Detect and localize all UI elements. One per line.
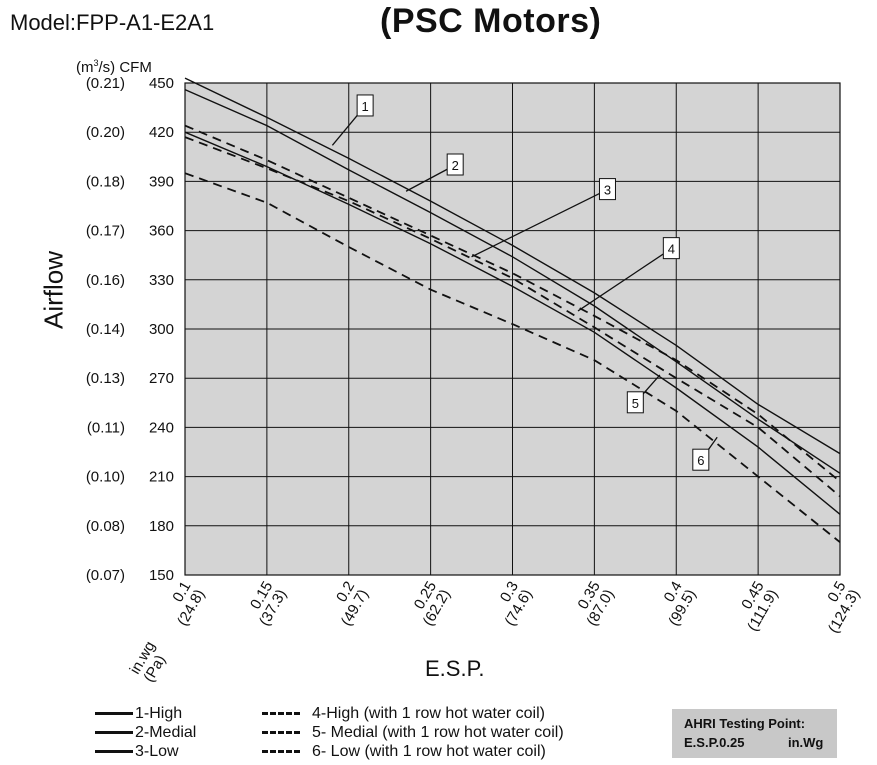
legend-item: 1-High: [95, 704, 196, 723]
callout-box-1: [356, 94, 374, 117]
x-tick-label: 0.45(111.9): [738, 579, 781, 635]
y-unit-prefix: (m: [76, 59, 94, 76]
y-tick-cfm: 390: [149, 173, 174, 190]
callout-leader-3: [471, 189, 608, 258]
legend-swatch-dashed: [262, 731, 300, 734]
y-tick-m3s: (0.10): [86, 469, 125, 486]
y-tick-cfm: 270: [149, 370, 174, 387]
series-line-3: [184, 131, 841, 515]
y-tick-cfm: 210: [149, 469, 174, 486]
y-tick-cfm: 330: [149, 272, 174, 289]
legend-label: 2-Medial: [135, 724, 197, 741]
y-tick-m3s: (0.17): [86, 223, 125, 240]
ahri-esp: E.S.P.0.25: [684, 735, 745, 750]
y-tick-m3s: (0.20): [86, 124, 125, 141]
legend-swatch-solid: [95, 731, 133, 734]
callout-label-5: 5: [632, 396, 639, 411]
model-label: Model:FPP-A1-E2A1: [10, 10, 215, 35]
callout-box-5: [626, 391, 644, 414]
ahri-line1: AHRI Testing Point:: [684, 716, 806, 731]
y-unit-sup: 3: [93, 58, 99, 68]
callout-label-3: 3: [604, 183, 611, 198]
x-tick-label: 0.4(99.5): [661, 579, 700, 629]
legend-item: 3-Low: [95, 742, 196, 761]
legend-swatch-dashed: [262, 750, 300, 753]
legend-label: 4-High (with 1 row hot water coil): [312, 705, 545, 722]
legend-item: 4-High (with 1 row hot water coil): [262, 704, 564, 723]
legend-item: 2-Medial: [95, 723, 196, 742]
legend-label: 1-High: [135, 705, 183, 722]
x-tick-label: 0.1(24.8): [169, 579, 208, 629]
legend-solid: 1-High 2-Medial 3-Low: [95, 704, 196, 761]
callout-box-4: [662, 237, 680, 260]
y-tick-m3s: (0.08): [86, 518, 125, 535]
chart-title: (PSC Motors): [380, 2, 602, 40]
y-tick-cfm: 360: [149, 223, 174, 240]
x-axis-label: E.S.P.: [425, 656, 485, 681]
y-tick-cfm: 300: [149, 321, 174, 338]
callout-box-6: [692, 448, 710, 471]
y-tick-m3s: (0.16): [86, 272, 125, 289]
callout-label-4: 4: [668, 242, 675, 257]
ahri-testing-point-box: AHRI Testing Point: E.S.P.0.25 in.Wg: [672, 709, 837, 758]
callout-label-1: 1: [362, 99, 369, 114]
x-tick-label: 0.35(87.0): [575, 579, 618, 629]
ahri-line2: E.S.P.0.25 in.Wg: [684, 733, 837, 752]
legend-dashed: 4-High (with 1 row hot water coil) 5- Me…: [262, 704, 564, 761]
legend-label: 5- Medial (with 1 row hot water coil): [312, 724, 564, 741]
callout-label-2: 2: [452, 158, 459, 173]
y-unit-suffix: /s) CFM: [98, 59, 152, 76]
x-tick-label: 0.3(74.6): [497, 579, 536, 629]
legend-label: 3-Low: [135, 743, 179, 760]
y-tick-m3s: (0.07): [86, 567, 125, 584]
x-tick-label: 0.5(124.3): [824, 579, 863, 637]
y-unit-label: (m3/s) CFM: [76, 58, 152, 76]
callout-box-2: [446, 153, 464, 176]
x-tick-label: 0.25(62.2): [411, 579, 454, 629]
legend-item: 6- Low (with 1 row hot water coil): [262, 742, 564, 761]
y-tick-m3s: (0.14): [86, 321, 125, 338]
legend-label: 6- Low (with 1 row hot water coil): [312, 743, 546, 760]
y-tick-m3s: (0.13): [86, 370, 125, 387]
legend-swatch-solid: [95, 712, 133, 715]
callout-leader-4: [577, 248, 672, 312]
legend-swatch-dashed: [262, 712, 300, 715]
y-tick-m3s: (0.21): [86, 75, 125, 92]
y-tick-cfm: 420: [149, 124, 174, 141]
y-tick-cfm: 240: [149, 419, 174, 436]
callout-label-6: 6: [697, 453, 704, 468]
y-tick-m3s: (0.18): [86, 173, 125, 190]
series-line-1: [184, 77, 841, 455]
legend-item: 5- Medial (with 1 row hot water coil): [262, 723, 564, 742]
series-line-6: [184, 172, 841, 543]
y-tick-cfm: 450: [149, 75, 174, 92]
series-line-2: [184, 88, 841, 474]
y-tick-cfm: 180: [149, 518, 174, 535]
x-tick-label: 0.15(37.3): [247, 579, 290, 629]
x-tick-label: 0.2(49.7): [333, 579, 372, 629]
legend-swatch-solid: [95, 750, 133, 753]
y-tick-m3s: (0.11): [87, 419, 125, 436]
ahri-unit: in.Wg: [788, 735, 824, 750]
y-tick-cfm: 150: [149, 567, 174, 584]
callout-box-3: [598, 178, 616, 201]
